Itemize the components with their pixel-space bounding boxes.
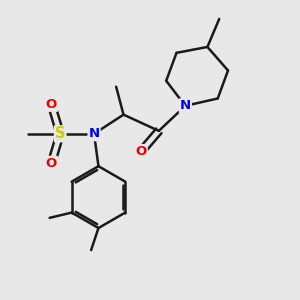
Text: S: S <box>55 126 65 141</box>
Text: N: N <box>180 99 191 112</box>
Text: O: O <box>136 145 147 158</box>
Text: O: O <box>46 98 57 111</box>
Text: N: N <box>88 127 100 140</box>
Text: O: O <box>46 157 57 170</box>
